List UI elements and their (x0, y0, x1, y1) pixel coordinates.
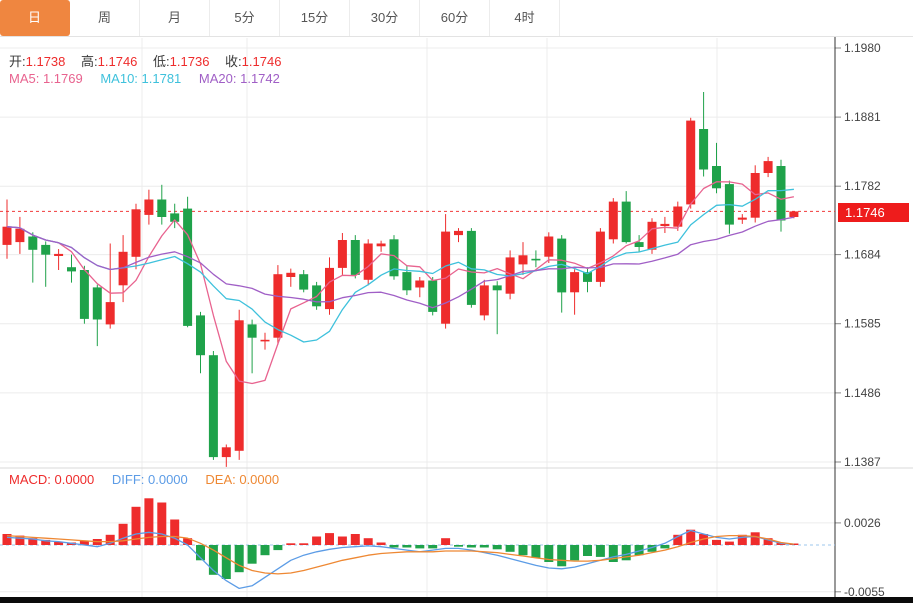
low-value: 1.1736 (169, 54, 210, 69)
tab-15min[interactable]: 15分 (280, 0, 350, 36)
timeframe-tabbar: 日 周 月 5分 15分 30分 60分 4时 (0, 0, 913, 37)
tab-month[interactable]: 月 (140, 0, 210, 36)
low-label: 低: (153, 54, 170, 69)
ohlc-readout: 开:1.1738 高:1.1746 低:1.1736 收:1.1746 (9, 51, 293, 70)
high-value: 1.1746 (97, 54, 138, 69)
svg-text:0.0026: 0.0026 (844, 516, 881, 530)
tab-4hour[interactable]: 4时 (490, 0, 560, 36)
tab-day[interactable]: 日 (0, 0, 70, 36)
close-label: 收: (225, 54, 242, 69)
svg-text:1.1585: 1.1585 (844, 317, 881, 331)
svg-text:1.1881: 1.1881 (844, 110, 881, 124)
ma5-value: MA5: 1.1769 (9, 71, 83, 86)
svg-text:1.1486: 1.1486 (844, 386, 881, 400)
tab-5min[interactable]: 5分 (210, 0, 280, 36)
svg-text:1.1980: 1.1980 (844, 41, 881, 55)
close-value: 1.1746 (241, 54, 282, 69)
ma-readout: MA5: 1.1769 MA10: 1.1781 MA20: 1.1742 (9, 71, 280, 86)
macd-value: MACD: 0.0000 (9, 472, 95, 487)
tab-30min[interactable]: 30分 (350, 0, 420, 36)
ma10-value: MA10: 1.1781 (100, 71, 182, 86)
dea-value: DEA: 0.0000 (205, 472, 280, 487)
macd-readout: MACD: 0.0000 DIFF: 0.0000 DEA: 0.0000 (9, 472, 279, 487)
tab-60min[interactable]: 60分 (420, 0, 490, 36)
high-label: 高: (81, 54, 98, 69)
svg-text:1.1782: 1.1782 (844, 179, 881, 193)
tab-week[interactable]: 周 (70, 0, 140, 36)
ma20-value: MA20: 1.1742 (198, 71, 280, 86)
open-value: 1.1738 (25, 54, 66, 69)
svg-text:1.1387: 1.1387 (844, 455, 881, 469)
last-price-tag: 1.1746 (838, 203, 909, 222)
diff-value: DIFF: 0.0000 (111, 472, 188, 487)
svg-text:1.1684: 1.1684 (844, 248, 881, 262)
open-label: 开: (9, 54, 26, 69)
svg-text:-0.0055: -0.0055 (844, 585, 885, 599)
